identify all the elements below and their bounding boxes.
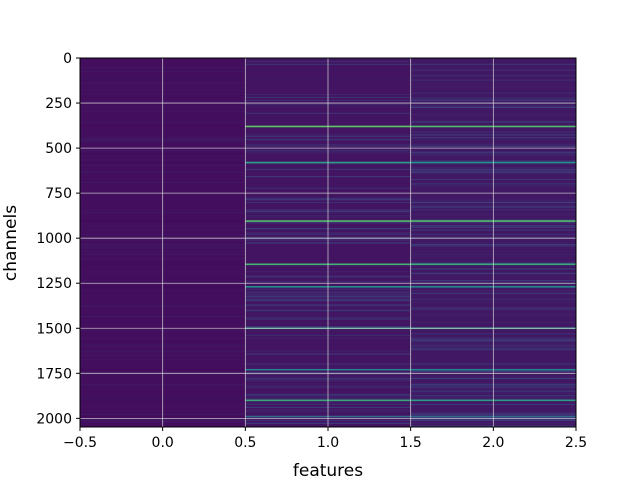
x-tick-label: 2.0 <box>482 435 504 451</box>
y-tick-label: 1000 <box>36 231 72 247</box>
y-tick-label: 250 <box>45 96 72 112</box>
x-tick-label: 1.5 <box>400 435 422 451</box>
y-tick-label: 500 <box>45 141 72 157</box>
x-tick-label: 0.5 <box>234 435 256 451</box>
y-tick-label: 1250 <box>36 276 72 292</box>
axis-ticks: −0.5 0.0 0.5 1.0 1.5 2.0 2.5 0 250 500 750 1000 1250… <box>36 51 587 451</box>
y-tick-label: 750 <box>45 186 72 202</box>
y-tick-label: 0 <box>63 51 72 67</box>
y-tick-label: 1750 <box>36 366 72 382</box>
x-tick-label: 0.0 <box>152 435 174 451</box>
x-tick-label: 1.0 <box>317 435 339 451</box>
x-axis-title: features <box>293 461 363 480</box>
y-axis-title: channels <box>1 205 21 281</box>
x-tick-label: −0.5 <box>63 435 97 451</box>
y-tick-label: 1500 <box>36 321 72 337</box>
x-tick-label: 2.5 <box>565 435 587 451</box>
y-tick-label: 2000 <box>36 411 72 427</box>
